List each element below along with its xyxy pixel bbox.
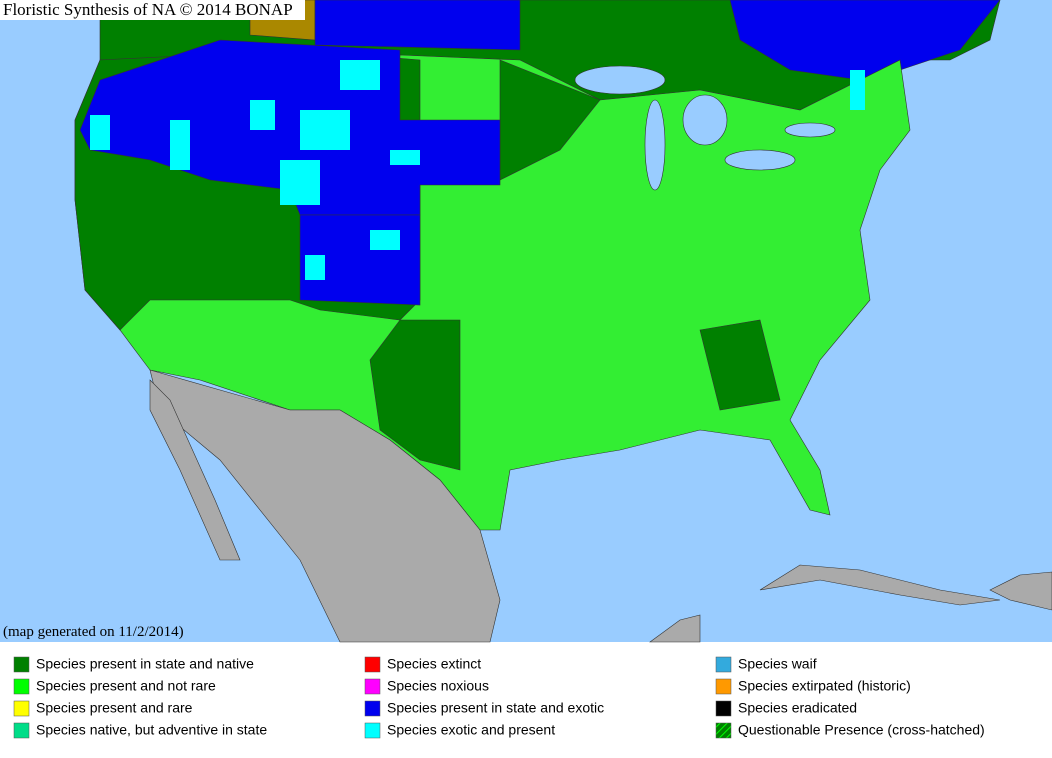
canada-blue: [314, 0, 521, 51]
legend-swatch: [13, 656, 30, 673]
map: [0, 0, 1052, 643]
legend-swatch: [715, 722, 732, 739]
legend-label: Questionable Presence (cross-hatched): [738, 722, 985, 738]
legend-swatch: [364, 700, 381, 717]
legend-swatch: [715, 678, 732, 695]
legend-label: Species native, but adventive in state: [36, 722, 267, 738]
exotic-patches: [90, 60, 865, 280]
legend-label: Species present and not rare: [36, 678, 216, 694]
legend-label: Species noxious: [387, 678, 489, 694]
us-tx-native: [369, 319, 461, 471]
legend: Species present in state and native Speci…: [13, 656, 985, 739]
title-box: [0, 0, 305, 20]
legend-swatch: [13, 678, 30, 695]
legend-swatch: [364, 722, 381, 739]
legend-swatch: [715, 700, 732, 717]
map-title: Floristic Synthesis of NA © 2014 BONAP: [3, 0, 293, 19]
legend-label: Species present in state and native: [36, 656, 254, 672]
baja: [149, 379, 241, 561]
great-lakes: [574, 65, 836, 191]
legend-swatch: [715, 656, 732, 673]
legend-swatch: [364, 678, 381, 695]
legend-swatch: [364, 656, 381, 673]
legend-label: Species present in state and exotic: [387, 700, 604, 716]
mexico: [149, 369, 501, 643]
legend-label: Species extinct: [387, 656, 481, 672]
legend-label: Species eradicated: [738, 700, 857, 716]
map-note: (map generated on 11/2/2014): [3, 624, 184, 640]
cuba: [759, 564, 1001, 606]
yucatan: [649, 614, 701, 643]
hispaniola: [989, 571, 1052, 611]
legend-swatch: [13, 700, 30, 717]
legend-swatch: [13, 722, 30, 739]
legend-label: Species waif: [738, 656, 817, 672]
legend-label: Species exotic and present: [387, 722, 555, 738]
legend-label: Species present and rare: [36, 700, 193, 716]
legend-label: Species extirpated (historic): [738, 678, 911, 694]
us-se-native: [699, 319, 781, 411]
